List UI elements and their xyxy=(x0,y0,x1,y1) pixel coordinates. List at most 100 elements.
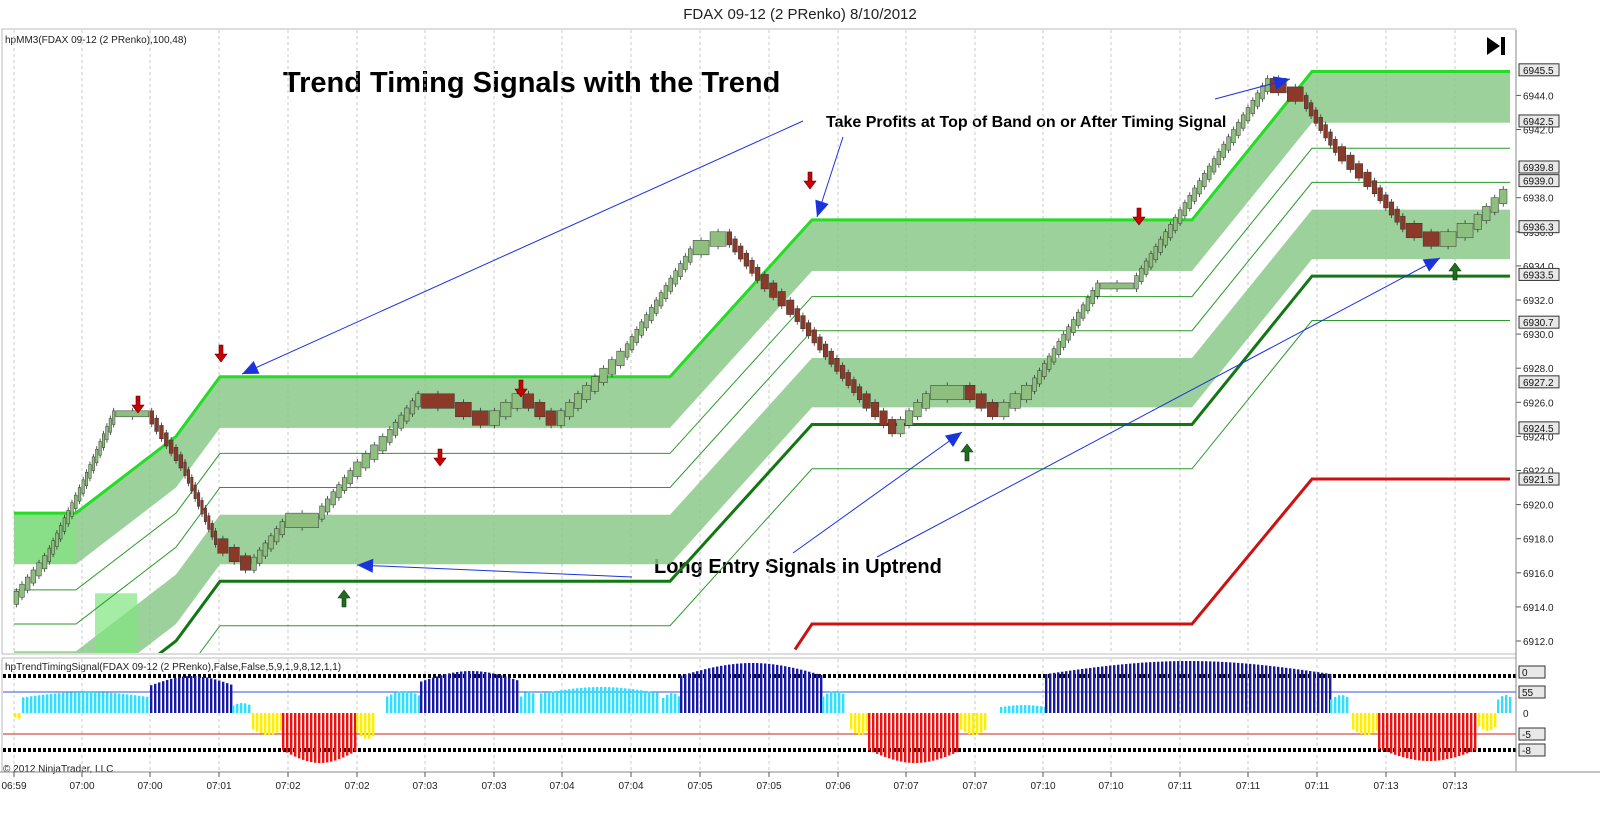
renko-bar xyxy=(1221,143,1226,158)
osc-bar xyxy=(218,680,221,713)
osc-bar xyxy=(1346,696,1349,713)
osc-bar xyxy=(692,672,695,713)
renko-bar xyxy=(1139,268,1144,282)
osc-bar xyxy=(1430,713,1433,761)
time-tick-label: 07:13 xyxy=(1373,781,1398,792)
price-tick-label: 6914.0 xyxy=(1523,603,1554,614)
renko-bar xyxy=(1346,154,1355,170)
price-tag-label: 6945.5 xyxy=(1523,66,1554,77)
renko-bar xyxy=(1056,341,1061,355)
osc-bar xyxy=(1454,713,1457,758)
renko-bar xyxy=(574,393,582,409)
osc-bar xyxy=(1265,665,1268,713)
osc-bar xyxy=(318,713,321,763)
osc-bar xyxy=(1301,669,1304,713)
osc-bar xyxy=(1237,662,1240,713)
renko-bar xyxy=(251,556,257,571)
osc-bar xyxy=(90,692,93,713)
osc-bar xyxy=(1057,672,1060,713)
osc-bar xyxy=(1293,668,1296,713)
osc-bar xyxy=(928,713,931,762)
osc-bar xyxy=(1008,705,1011,713)
renko-bar xyxy=(62,517,67,532)
osc-bar xyxy=(556,690,559,713)
renko-bar xyxy=(285,512,319,528)
upper-band xyxy=(14,71,1510,565)
renko-bar xyxy=(523,393,534,409)
osc-bar xyxy=(636,689,639,713)
price-tick-label: 6918.0 xyxy=(1523,535,1554,546)
osc-bar xyxy=(364,713,367,739)
renko-bar xyxy=(274,528,280,543)
pointer-head xyxy=(1272,76,1290,90)
osc-bar xyxy=(70,692,73,713)
osc-bar xyxy=(892,713,895,760)
osc-bar xyxy=(226,683,229,713)
time-tick-label: 07:02 xyxy=(275,781,300,792)
osc-bar xyxy=(1233,662,1236,713)
skip-to-end-icon[interactable] xyxy=(1487,37,1505,55)
renko-bar xyxy=(190,477,194,492)
renko-bar xyxy=(1211,158,1217,173)
osc-bar xyxy=(186,676,189,713)
osc-tag-box xyxy=(1518,665,1546,679)
osc-bar xyxy=(118,693,121,713)
renko-bar xyxy=(1255,92,1260,107)
osc-bar xyxy=(360,713,363,737)
osc-bar xyxy=(1470,713,1473,752)
osc-bar xyxy=(1394,713,1397,755)
renko-bar xyxy=(732,238,738,253)
renko-bar xyxy=(210,523,214,538)
osc-bar xyxy=(1438,713,1441,761)
time-tick-label: 07:11 xyxy=(1168,781,1193,792)
renko-bar xyxy=(1240,114,1246,129)
renko-bar xyxy=(347,470,353,484)
osc-bar xyxy=(202,676,205,713)
osc-bar xyxy=(1338,695,1341,713)
osc-bar xyxy=(248,704,251,713)
thin-line-3 xyxy=(199,320,1510,653)
renko-bar xyxy=(1080,304,1086,319)
osc-bar xyxy=(1129,663,1132,713)
osc-bar xyxy=(38,695,41,713)
osc-bar xyxy=(448,673,451,713)
osc-bar xyxy=(1289,668,1292,713)
osc-bar xyxy=(244,703,247,713)
osc-bar xyxy=(1020,705,1023,713)
red-trend-line xyxy=(793,477,1510,651)
osc-bar xyxy=(980,713,983,733)
renko-bar xyxy=(42,555,48,570)
osc-bar xyxy=(1225,662,1228,713)
osc-bar xyxy=(26,696,29,713)
renko-bar xyxy=(1071,319,1076,334)
osc-bar xyxy=(214,679,217,713)
annotation-title: Trend Timing Signals with the Trend xyxy=(283,67,780,99)
osc-bar xyxy=(1049,673,1052,713)
renko-bar xyxy=(678,263,683,278)
osc-bar xyxy=(920,713,923,763)
renko-bar xyxy=(964,385,976,401)
osc-bar xyxy=(150,685,153,713)
renko-bar xyxy=(1202,173,1207,187)
osc-bar xyxy=(1201,661,1204,713)
osc-bar xyxy=(1185,661,1188,713)
osc-bar xyxy=(432,677,435,713)
time-tick-label: 06:59 xyxy=(1,781,26,792)
osc-bar xyxy=(1494,713,1497,728)
osc-bar xyxy=(862,713,865,735)
oscillator-label: hpTrendTimingSignal(FDAX 09-12 (2 PRenko… xyxy=(5,662,341,673)
renko-bar xyxy=(1363,171,1372,187)
renko-bar xyxy=(634,328,639,343)
price-tag-label: 6924.5 xyxy=(1523,424,1554,435)
osc-bar xyxy=(1125,663,1128,713)
buy-signal-arrow xyxy=(960,443,974,462)
osc-bar xyxy=(1149,662,1152,713)
osc-bar xyxy=(280,713,283,731)
osc-bar xyxy=(1032,705,1035,713)
osc-bar xyxy=(1474,713,1477,751)
osc-bar xyxy=(82,692,85,713)
osc-bar xyxy=(1398,713,1401,757)
renko-bar xyxy=(663,285,669,299)
renko-bar xyxy=(668,277,673,292)
renko-bar xyxy=(1394,208,1400,223)
